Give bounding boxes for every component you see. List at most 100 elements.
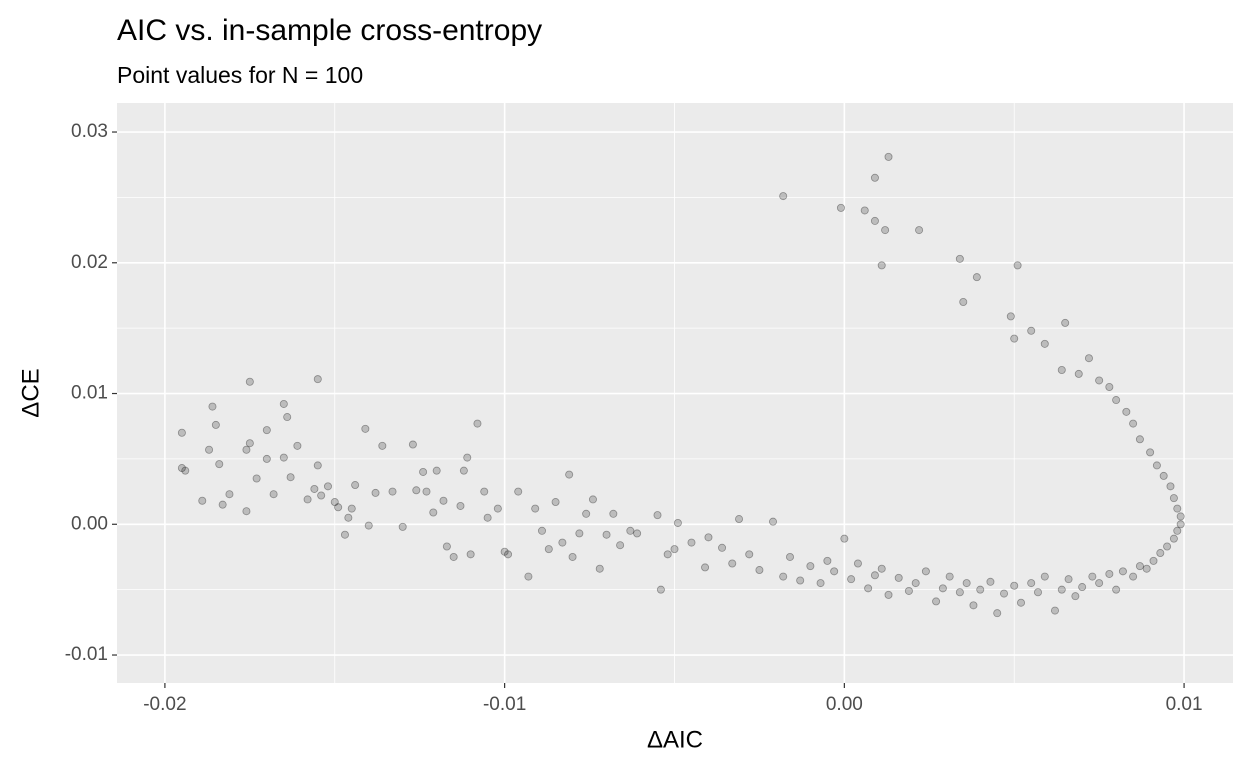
point: [870, 571, 879, 580]
point: [378, 441, 387, 450]
point: [993, 609, 1002, 618]
point: [1095, 579, 1104, 588]
point: [823, 556, 832, 565]
grid: [117, 103, 1233, 683]
point: [1010, 581, 1019, 590]
point: [877, 261, 886, 270]
point: [1166, 482, 1175, 491]
point: [463, 453, 472, 462]
point: [334, 503, 343, 512]
point: [459, 466, 468, 475]
point: [439, 496, 448, 505]
point: [955, 588, 964, 597]
point: [493, 504, 502, 513]
y-tick-label: 0.00: [71, 513, 108, 534]
point: [673, 518, 682, 527]
point: [1152, 461, 1161, 470]
point: [1033, 588, 1042, 597]
point: [181, 466, 190, 475]
point: [932, 597, 941, 606]
point: [830, 567, 839, 576]
point: [779, 572, 788, 581]
point: [1074, 369, 1083, 378]
point: [575, 529, 584, 538]
point: [1169, 534, 1178, 543]
point: [609, 509, 618, 518]
point: [310, 484, 319, 493]
x-tick-label: -0.02: [143, 694, 186, 715]
point: [1156, 549, 1165, 558]
point: [779, 192, 788, 201]
point: [1078, 583, 1087, 592]
point: [388, 487, 397, 496]
point: [1040, 339, 1049, 348]
point: [1169, 494, 1178, 503]
point: [1105, 382, 1114, 391]
point: [718, 543, 727, 552]
point: [245, 439, 254, 448]
point: [198, 496, 207, 505]
point: [544, 545, 553, 554]
point: [225, 490, 234, 499]
point: [853, 559, 862, 568]
point: [836, 203, 845, 212]
point: [317, 491, 326, 500]
point: [670, 545, 679, 554]
point: [921, 567, 930, 576]
point: [840, 534, 849, 543]
point: [785, 552, 794, 561]
point: [313, 375, 322, 384]
point: [955, 254, 964, 263]
point: [1057, 365, 1066, 374]
point: [701, 563, 710, 572]
point: [735, 515, 744, 524]
y-tick-label: 0.01: [71, 383, 108, 404]
point: [1088, 572, 1097, 581]
point: [1027, 579, 1036, 588]
point: [1163, 542, 1172, 551]
point: [728, 559, 737, 568]
point: [432, 466, 441, 475]
point: [1112, 585, 1121, 594]
x-axis-title: ΔAIC: [647, 726, 703, 753]
point: [1105, 569, 1114, 578]
point: [371, 488, 380, 497]
point: [769, 517, 778, 526]
point: [211, 420, 220, 429]
point: [242, 507, 251, 516]
point: [208, 402, 217, 411]
point: [1050, 606, 1059, 615]
point: [656, 585, 665, 594]
point: [1146, 448, 1155, 457]
point: [595, 564, 604, 573]
point: [412, 486, 421, 495]
y-axis-title: ΔCE: [17, 368, 44, 417]
point: [1176, 512, 1185, 521]
point: [1013, 261, 1022, 270]
point: [1084, 354, 1093, 363]
point: [408, 440, 417, 449]
point: [1118, 567, 1127, 576]
x-tick-label: 0.01: [1166, 694, 1203, 715]
point: [962, 579, 971, 588]
point: [884, 152, 893, 161]
point: [344, 513, 353, 522]
point: [419, 467, 428, 476]
point: [1057, 585, 1066, 594]
point: [398, 522, 407, 531]
point: [330, 498, 339, 507]
point: [945, 572, 954, 581]
point: [633, 529, 642, 538]
point: [755, 566, 764, 575]
point: [303, 495, 312, 504]
point: [524, 572, 533, 581]
point: [911, 579, 920, 588]
point: [904, 586, 913, 595]
point: [500, 547, 509, 556]
point: [1000, 589, 1009, 598]
point: [568, 552, 577, 561]
point: [279, 399, 288, 408]
point: [582, 509, 591, 518]
point: [252, 474, 261, 483]
point: [1010, 334, 1019, 343]
